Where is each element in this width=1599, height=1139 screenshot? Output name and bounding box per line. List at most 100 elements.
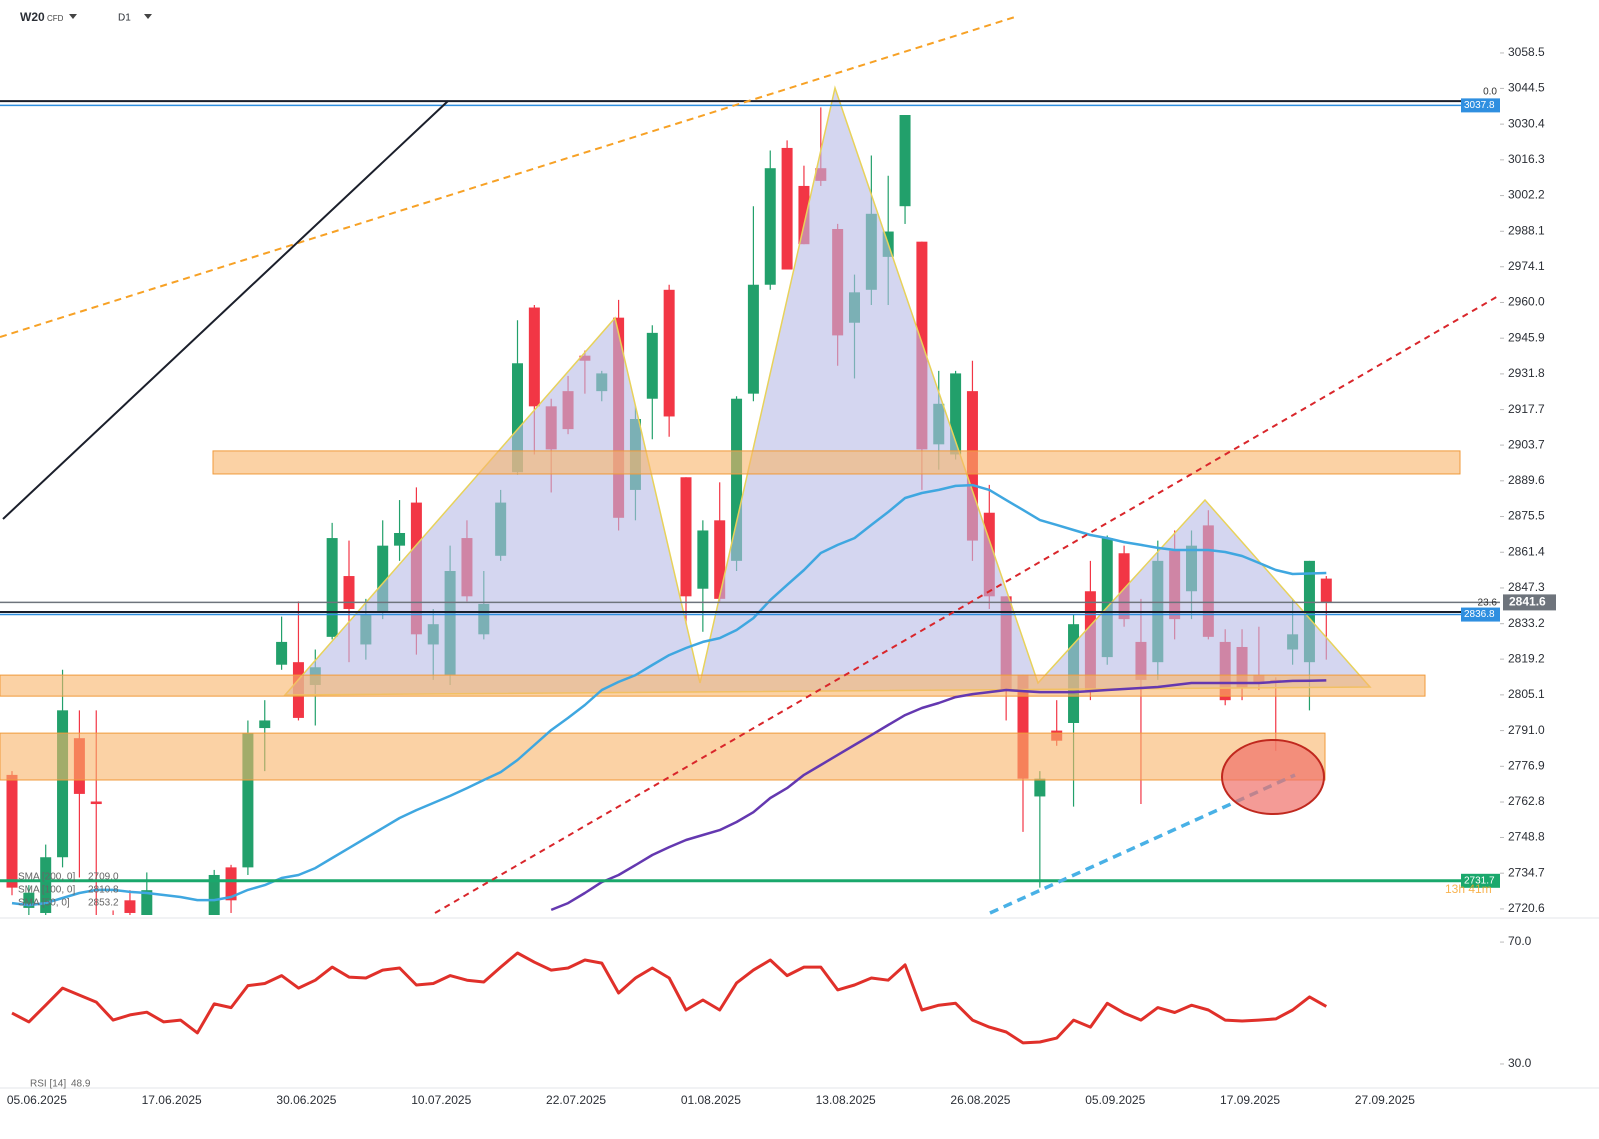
- x-tick-label: 22.07.2025: [546, 1093, 606, 1107]
- candle-body: [697, 530, 709, 589]
- highlight-ellipse[interactable]: [1221, 739, 1325, 815]
- candle-body: [40, 857, 52, 913]
- y-tick-label: 3002.2: [1508, 188, 1545, 202]
- y-tick-label: 3016.3: [1508, 152, 1545, 166]
- support-zone[interactable]: [0, 732, 1326, 781]
- price-box: [1503, 594, 1556, 611]
- legend-name: SMA [200, 0]: [18, 872, 75, 883]
- candle-body: [343, 576, 355, 609]
- rsi-legend-name: RSI [14]: [30, 1079, 66, 1090]
- y-tick-label: 2819.2: [1508, 651, 1545, 665]
- x-tick-label: 27.09.2025: [1355, 1093, 1415, 1107]
- candle-body: [141, 890, 153, 915]
- candle-body: [242, 733, 254, 868]
- y-tick-label: 2889.6: [1508, 473, 1545, 487]
- trend-line[interactable]: [0, 16, 1016, 338]
- y-tick-label: 30.0: [1508, 1056, 1532, 1070]
- price-box-label: 2841.6: [1509, 595, 1546, 609]
- candle-body: [1320, 578, 1332, 603]
- y-tick-label: 70.0: [1508, 934, 1532, 948]
- trend-line[interactable]: [434, 294, 1500, 914]
- candle-body: [731, 398, 743, 561]
- y-tick-label: 2748.8: [1508, 830, 1545, 844]
- rsi-line: [11, 951, 1328, 1045]
- countdown: 13h 41m: [1445, 882, 1492, 896]
- trend-line[interactable]: [2, 100, 449, 520]
- fib-label: 0.0: [1483, 87, 1497, 98]
- y-tick-label: 2762.8: [1508, 794, 1545, 808]
- moving-average: [550, 679, 1327, 912]
- candle-body: [124, 900, 136, 913]
- head-and-shoulders-pattern[interactable]: [283, 85, 1372, 696]
- x-tick-label: 17.06.2025: [142, 1093, 202, 1107]
- y-tick-label: 2960.0: [1508, 295, 1545, 309]
- candle-body: [646, 332, 658, 399]
- candle-body: [512, 363, 523, 473]
- y-tick-label: 2861.4: [1508, 544, 1545, 558]
- price-box: [1461, 607, 1500, 622]
- price-box-label: 2731.7: [1464, 875, 1495, 886]
- candle-body: [225, 867, 237, 901]
- x-tick-label: 10.07.2025: [411, 1093, 471, 1107]
- price-axis: 3058.5 3044.5 3030.4 3016.3 3002.2 2988.1 2974…: [1500, 45, 1545, 915]
- x-tick-label: 30.06.2025: [276, 1093, 336, 1107]
- y-tick-label: 2776.9: [1508, 758, 1545, 772]
- y-tick-label: 2931.8: [1508, 366, 1545, 380]
- candle-body: [377, 545, 389, 612]
- candle-body: [1034, 778, 1046, 797]
- candle-body: [899, 115, 911, 207]
- y-tick-label: 2805.1: [1508, 687, 1545, 701]
- y-tick-label: 3030.4: [1508, 116, 1545, 130]
- zones: [0, 450, 1461, 781]
- y-tick-label: 2974.1: [1508, 259, 1545, 273]
- rsi-pane: [11, 951, 1328, 1045]
- y-tick-label: 3058.5: [1508, 45, 1545, 59]
- symbol-dropdown[interactable]: [69, 14, 77, 19]
- support-zone[interactable]: [0, 674, 1426, 697]
- candle-body: [57, 710, 69, 858]
- y-tick-label: 2791.0: [1508, 723, 1545, 737]
- x-tick-label: 05.09.2025: [1085, 1093, 1145, 1107]
- candle-body: [1101, 538, 1113, 658]
- timeframe-dropdown[interactable]: [144, 14, 152, 19]
- y-tick-label: 3044.5: [1508, 81, 1545, 95]
- x-tick-label: 26.08.2025: [950, 1093, 1010, 1107]
- price-box-label: 3037.8: [1464, 100, 1495, 111]
- moving-average: [11, 483, 1327, 907]
- time-axis: 05.06.2025 17.06.2025 30.06.2025 10.07.2025…: [7, 1093, 1415, 1107]
- price-box-label: 2836.8: [1464, 609, 1495, 620]
- x-tick-label: 01.08.2025: [681, 1093, 741, 1107]
- candle-body: [1017, 674, 1029, 779]
- y-tick-label: 2917.7: [1508, 402, 1545, 416]
- candle-body: [208, 874, 220, 915]
- y-tick-label: 2847.3: [1508, 580, 1545, 594]
- y-tick-label: 2833.2: [1508, 616, 1545, 630]
- candle-body: [90, 801, 102, 805]
- price-box: [1461, 873, 1500, 888]
- levels: [0, 100, 1500, 883]
- candle-body: [747, 284, 759, 394]
- candle-body: [680, 477, 692, 597]
- price-box: [1461, 98, 1500, 113]
- legend-name: SMA [50, 0]: [18, 898, 70, 909]
- candle-body: [781, 147, 793, 270]
- candle-body: [259, 720, 271, 729]
- candle-body: [950, 373, 962, 455]
- rsi-legend-value: 48.9: [71, 1079, 91, 1090]
- candle-body: [276, 641, 288, 665]
- candle-body: [764, 168, 776, 285]
- candle-body: [528, 307, 540, 407]
- timeframe[interactable]: D1: [118, 13, 131, 24]
- support-zone[interactable]: [212, 450, 1461, 475]
- moving-averages: [11, 483, 1327, 912]
- symbol[interactable]: W20: [20, 10, 45, 24]
- fib-label: 23.6: [1478, 598, 1498, 609]
- x-tick-label: 05.06.2025: [7, 1093, 67, 1107]
- candle-body: [663, 289, 675, 417]
- candle-body: [326, 538, 338, 637]
- x-tick-label: 17.09.2025: [1220, 1093, 1280, 1107]
